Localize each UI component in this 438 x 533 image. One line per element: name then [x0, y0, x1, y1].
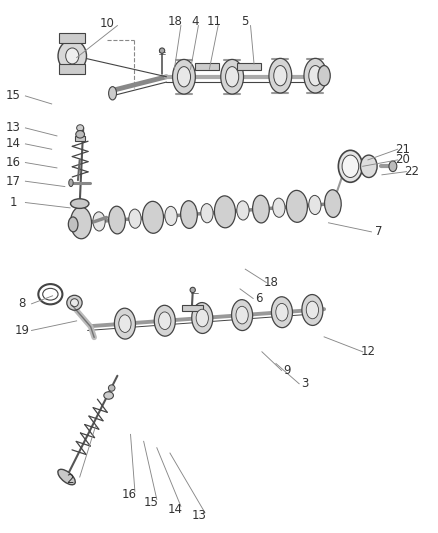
Ellipse shape — [109, 86, 117, 100]
Ellipse shape — [237, 201, 249, 220]
Bar — [195, 63, 219, 70]
Ellipse shape — [154, 305, 175, 336]
Bar — [75, 136, 85, 141]
Ellipse shape — [104, 392, 113, 399]
Ellipse shape — [69, 179, 73, 187]
Ellipse shape — [309, 196, 321, 215]
Ellipse shape — [71, 199, 89, 208]
Ellipse shape — [109, 385, 115, 391]
Ellipse shape — [71, 207, 92, 239]
Ellipse shape — [236, 306, 248, 324]
Text: 10: 10 — [100, 18, 115, 30]
Bar — [237, 63, 261, 70]
Ellipse shape — [67, 295, 82, 310]
Ellipse shape — [180, 201, 197, 229]
Ellipse shape — [119, 315, 131, 333]
Text: 16: 16 — [122, 488, 137, 501]
Ellipse shape — [201, 204, 213, 223]
Text: 1: 1 — [9, 196, 17, 209]
Ellipse shape — [66, 48, 79, 64]
Text: 4: 4 — [191, 15, 199, 28]
Text: 22: 22 — [404, 165, 419, 178]
Text: 21: 21 — [396, 143, 410, 156]
Ellipse shape — [192, 303, 213, 334]
Text: 14: 14 — [168, 503, 183, 515]
Ellipse shape — [253, 195, 269, 223]
Ellipse shape — [269, 59, 292, 93]
Ellipse shape — [215, 196, 236, 228]
Ellipse shape — [114, 308, 135, 339]
Text: 13: 13 — [6, 122, 21, 134]
Text: 17: 17 — [6, 175, 21, 188]
Ellipse shape — [93, 212, 105, 231]
Ellipse shape — [302, 295, 323, 326]
Text: 20: 20 — [396, 154, 410, 166]
Ellipse shape — [318, 66, 330, 86]
Ellipse shape — [68, 217, 78, 232]
Ellipse shape — [173, 60, 195, 94]
Bar — [182, 305, 203, 311]
Text: 12: 12 — [360, 345, 375, 358]
Text: 15: 15 — [144, 496, 159, 508]
Text: 7: 7 — [375, 225, 383, 238]
Ellipse shape — [71, 298, 78, 307]
Ellipse shape — [129, 209, 141, 228]
Ellipse shape — [360, 155, 377, 177]
Text: 18: 18 — [264, 276, 279, 289]
Ellipse shape — [342, 155, 359, 177]
Ellipse shape — [142, 201, 163, 233]
Text: 19: 19 — [14, 324, 29, 337]
Bar — [59, 64, 85, 74]
Ellipse shape — [190, 287, 195, 293]
Text: 18: 18 — [168, 15, 183, 28]
Ellipse shape — [286, 190, 307, 222]
Ellipse shape — [338, 150, 363, 182]
Ellipse shape — [272, 297, 293, 328]
Text: 9: 9 — [283, 364, 291, 377]
Ellipse shape — [43, 288, 58, 300]
Ellipse shape — [221, 60, 244, 94]
Ellipse shape — [177, 67, 191, 87]
Text: 15: 15 — [6, 90, 21, 102]
Ellipse shape — [159, 312, 171, 329]
Text: 2: 2 — [66, 473, 74, 486]
Text: 11: 11 — [207, 15, 222, 28]
Ellipse shape — [304, 59, 327, 93]
Ellipse shape — [196, 309, 208, 327]
Text: 6: 6 — [254, 292, 262, 305]
Text: 5: 5 — [242, 15, 249, 28]
Ellipse shape — [58, 40, 87, 72]
Ellipse shape — [109, 206, 125, 234]
Ellipse shape — [274, 66, 287, 86]
Text: 14: 14 — [6, 138, 21, 150]
Ellipse shape — [232, 300, 253, 330]
Ellipse shape — [165, 206, 177, 225]
Text: 3: 3 — [301, 377, 308, 390]
Ellipse shape — [77, 125, 84, 131]
Ellipse shape — [309, 66, 322, 86]
Ellipse shape — [159, 48, 165, 53]
Ellipse shape — [306, 301, 318, 319]
Bar — [59, 33, 85, 43]
Text: 13: 13 — [192, 509, 207, 522]
Ellipse shape — [58, 469, 75, 485]
Text: 8: 8 — [18, 297, 25, 310]
Ellipse shape — [273, 198, 285, 217]
Ellipse shape — [76, 131, 85, 138]
Ellipse shape — [325, 190, 341, 217]
Text: 16: 16 — [6, 156, 21, 169]
Ellipse shape — [389, 161, 397, 172]
Ellipse shape — [276, 303, 288, 321]
Ellipse shape — [226, 67, 239, 87]
